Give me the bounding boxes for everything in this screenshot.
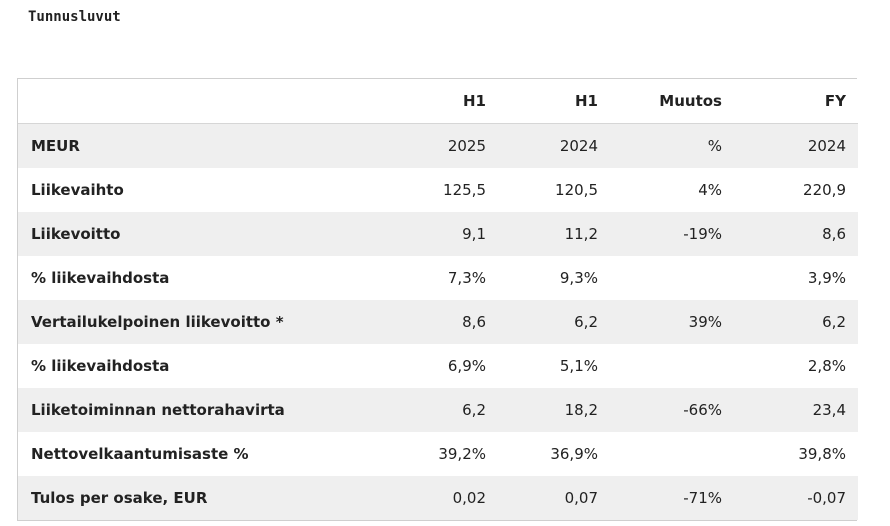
table-row: % liikevaihdosta 7,3% 9,3% 3,9% [18,256,858,300]
cell-change [610,344,734,388]
cell-change: 39% [688,313,722,331]
row-label: MEUR [31,137,80,155]
cell-fy-2024: 3,9% [807,269,846,287]
header-cell-fy: FY [734,79,858,124]
header-cell-label [18,79,350,124]
cell-h1-2025: 6,2 [462,401,486,419]
row-label: Liikevoitto [31,225,121,243]
cell-h1-2025: 9,1 [462,225,486,243]
cell-h1-2024: 0,07 [564,489,598,507]
cell-fy-2024: 2,8% [807,357,846,375]
header-cell-h1-2025: H1 [350,79,498,124]
row-label: Liiketoiminnan nettorahavirta [31,401,285,419]
row-label: Vertailukelpoinen liikevoitto * [31,313,284,331]
cell-h1-2025: 6,9% [447,357,486,375]
cell-fy-2024: 39,8% [798,445,846,463]
cell-h1-2024: 120,5 [555,181,598,199]
key-figures-table-container: H1 H1 Muutos FY MEUR 2025 2024 % 2024 Li… [17,78,858,521]
table-row: Tulos per osake, EUR 0,02 0,07 -71% -0,0… [18,476,858,520]
cell-h1-2025: 8,6 [462,313,486,331]
cell-change: % [707,137,722,155]
key-figures-table: H1 H1 Muutos FY MEUR 2025 2024 % 2024 Li… [18,79,858,520]
cell-fy-2024: 8,6 [822,225,846,243]
cell-h1-2025: 7,3% [447,269,486,287]
table-row: % liikevaihdosta 6,9% 5,1% 2,8% [18,344,858,388]
cell-fy-2024: 23,4 [812,401,846,419]
cell-change: 4% [698,181,722,199]
cell-h1-2024: 9,3% [559,269,598,287]
row-label: Tulos per osake, EUR [31,489,208,507]
cell-h1-2025: 125,5 [443,181,486,199]
header-cell-h1-2024: H1 [498,79,610,124]
cell-fy-2024: -0,07 [807,489,846,507]
cell-change [610,432,734,476]
row-label: Liikevaihto [31,181,124,199]
cell-change: -66% [683,401,722,419]
cell-h1-2024: 11,2 [564,225,598,243]
cell-change [610,256,734,300]
cell-h1-2025: 2025 [447,137,486,155]
cell-h1-2024: 18,2 [564,401,598,419]
cell-h1-2024: 2024 [559,137,598,155]
table-row: Liikevaihto 125,5 120,5 4% 220,9 [18,168,858,212]
table-row: Vertailukelpoinen liikevoitto * 8,6 6,2 … [18,300,858,344]
cell-h1-2024: 5,1% [559,357,598,375]
table-row: Liikevoitto 9,1 11,2 -19% 8,6 [18,212,858,256]
table-row: MEUR 2025 2024 % 2024 [18,123,858,168]
cell-fy-2024: 220,9 [803,181,846,199]
page-title: Tunnusluvut [28,9,121,25]
row-label: % liikevaihdosta [31,269,170,287]
cell-h1-2025: 0,02 [452,489,486,507]
cell-h1-2024: 6,2 [574,313,598,331]
cell-fy-2024: 6,2 [822,313,846,331]
cell-change: -71% [683,489,722,507]
header-cell-change: Muutos [610,79,734,124]
cell-fy-2024: 2024 [807,137,846,155]
cell-h1-2024: 36,9% [550,445,598,463]
table-row: Liiketoiminnan nettorahavirta 6,2 18,2 -… [18,388,858,432]
table-header-row: H1 H1 Muutos FY [18,79,858,124]
cell-change: -19% [683,225,722,243]
table-row: Nettovelkaantumisaste % 39,2% 36,9% 39,8… [18,432,858,476]
row-label: Nettovelkaantumisaste % [31,445,249,463]
cell-h1-2025: 39,2% [438,445,486,463]
row-label: % liikevaihdosta [31,357,170,375]
